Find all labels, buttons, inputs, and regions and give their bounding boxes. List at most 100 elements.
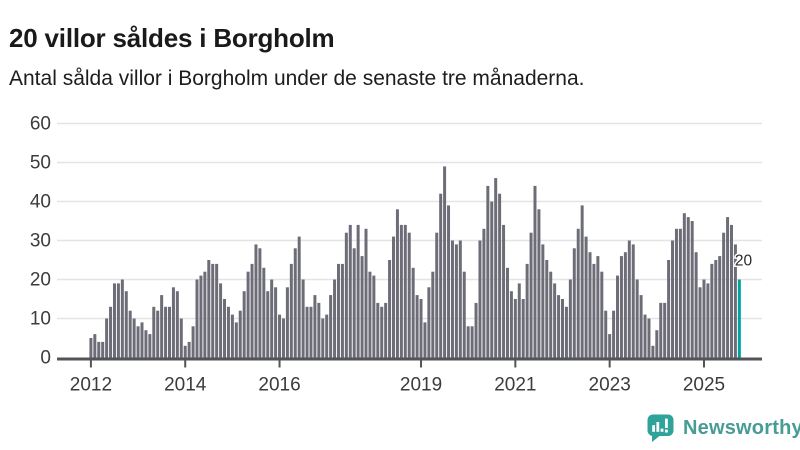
bar <box>168 306 171 358</box>
bar <box>242 291 246 358</box>
logo-exclamation-dot <box>665 429 668 433</box>
bar <box>148 334 152 358</box>
bar <box>179 318 183 358</box>
bar <box>101 341 105 358</box>
bar <box>340 263 344 358</box>
bar <box>686 217 690 358</box>
bar <box>616 275 620 358</box>
bar <box>710 263 714 358</box>
bar <box>105 318 109 358</box>
bar <box>203 271 207 358</box>
newsworthy-chart-bubble-icon <box>647 414 674 442</box>
bar <box>564 306 568 358</box>
bar <box>132 318 136 358</box>
bar <box>156 310 160 358</box>
y-axis-label: 30 <box>30 231 51 252</box>
bar <box>505 267 509 358</box>
bar <box>529 232 533 358</box>
bar <box>195 279 199 358</box>
bar <box>470 326 474 358</box>
bar <box>682 213 686 358</box>
bar <box>608 334 612 358</box>
bar <box>419 299 423 358</box>
bar <box>270 279 274 358</box>
x-axis-label: 2014 <box>164 375 207 396</box>
y-axis-label: 40 <box>30 192 51 213</box>
bar <box>285 287 289 358</box>
bar <box>439 193 443 358</box>
bar <box>384 302 388 358</box>
bar <box>612 310 616 358</box>
y-axis-label: 0 <box>40 348 51 369</box>
bar <box>219 283 223 358</box>
bar <box>714 260 718 358</box>
bar <box>521 299 525 358</box>
bar <box>557 295 561 358</box>
bar <box>576 228 580 358</box>
bar <box>733 244 737 358</box>
bar <box>164 306 168 358</box>
y-axis-label: 10 <box>30 309 51 330</box>
x-axis-label: 2021 <box>494 375 536 396</box>
bar <box>604 310 608 358</box>
bar <box>199 275 203 358</box>
bar <box>407 232 411 358</box>
bar <box>238 310 242 358</box>
bar <box>388 260 392 358</box>
bar <box>175 291 179 358</box>
bar <box>305 306 309 358</box>
bar <box>211 263 215 358</box>
bar <box>144 330 148 358</box>
bar <box>183 345 187 358</box>
bar <box>541 244 545 358</box>
bar <box>655 330 659 358</box>
bar <box>553 283 557 358</box>
bar <box>336 263 340 358</box>
bar <box>678 228 682 358</box>
bar <box>718 256 722 358</box>
bar <box>431 271 435 358</box>
bar <box>246 271 250 358</box>
bar <box>509 291 513 358</box>
bar <box>635 279 639 358</box>
bar <box>726 217 730 358</box>
bar <box>140 322 144 358</box>
bar <box>230 314 234 358</box>
bar <box>674 228 678 358</box>
bar <box>600 271 604 358</box>
bar <box>191 326 195 358</box>
bar <box>561 299 564 358</box>
bar <box>643 314 647 358</box>
bar <box>254 244 258 358</box>
bar <box>368 271 372 358</box>
bar <box>226 306 230 358</box>
bar <box>698 287 702 358</box>
bar <box>297 236 301 358</box>
bar <box>289 263 293 358</box>
bar <box>281 318 285 358</box>
bar <box>348 224 352 358</box>
x-axis-label: 2023 <box>589 375 631 396</box>
bar <box>415 295 419 358</box>
page-subtitle: Antal sålda villor i Borgholm under de s… <box>9 67 585 90</box>
logo-dot <box>660 428 664 432</box>
bar <box>120 279 124 358</box>
bar <box>474 302 478 358</box>
bar <box>207 260 211 358</box>
bar <box>93 334 97 358</box>
y-axis-label: 50 <box>30 153 51 174</box>
bar <box>223 299 227 358</box>
bar <box>592 263 596 358</box>
bar <box>124 291 128 358</box>
bar <box>392 236 396 358</box>
x-axis-label: 2016 <box>258 375 300 396</box>
bar <box>447 205 451 358</box>
bar <box>301 279 305 358</box>
bar <box>572 248 576 358</box>
bar <box>250 263 254 358</box>
bar <box>627 240 631 358</box>
bar <box>423 322 427 358</box>
bar <box>525 263 529 358</box>
